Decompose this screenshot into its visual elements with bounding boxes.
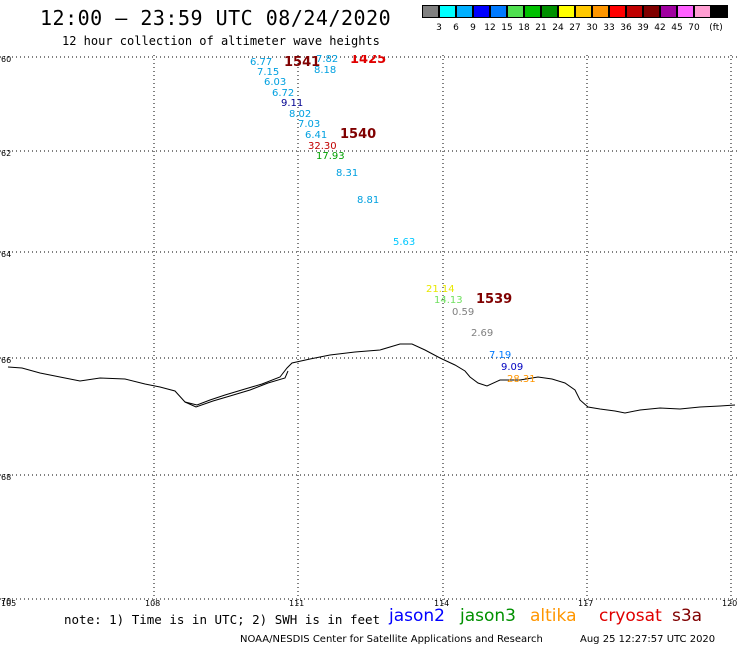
lon-label: 111 [289,599,304,607]
swh-value: 8.31 [336,168,358,179]
scale-swatch [575,5,592,18]
scale-label: 12 [484,23,496,33]
scale-label: 33 [603,23,615,33]
scale-swatch [677,5,694,18]
scale-label: 9 [470,23,476,33]
satellite-legend-cryosat: cryosat [599,606,662,626]
swh-value: 2.69 [471,328,493,339]
scale-label: 45 [671,23,683,33]
swh-value: 7.82 [316,55,338,65]
scale-label: 39 [637,23,649,33]
coastline [7,343,736,414]
lon-label: 105 [1,599,16,607]
scale-swatch [609,5,626,18]
swh-value: 6.03 [264,77,286,88]
scale-swatch [507,5,524,18]
swh-value: 17.93 [316,151,345,162]
footnote: note: 1) Time is in UTC; 2) SWH is in fe… [64,612,381,627]
scale-label: 30 [586,23,598,33]
scale-unit: (ft) [709,23,723,33]
swh-value: 8.02 [289,109,311,120]
swh-value: 14.13 [434,295,463,306]
boundary-line [184,370,289,408]
scale-label: 42 [654,23,666,33]
lon-label: 114 [434,599,449,607]
swh-value: 6.77 [250,57,272,68]
scale-label: 36 [620,23,632,33]
swh-value: 7.15 [257,67,279,78]
pass-time-label: 1541 [284,55,320,70]
swh-value: 7.03 [298,119,320,130]
scale-swatch [643,5,660,18]
scale-label: 3 [436,23,442,33]
generated-timestamp: Aug 25 12:27:57 UTC 2020 [580,634,716,645]
lat-label: 68 [1,473,11,482]
lat-label: 70 [1,597,11,606]
swh-value: 21.14 [426,284,455,295]
swh-value: 32.30 [308,141,337,152]
scale-label: 24 [552,23,564,33]
swh-value: 5.63 [393,237,415,248]
swh-value: 8.81 [357,195,379,206]
pass-time-label: 1425 [350,55,386,67]
map-subtitle: 12 hour collection of altimeter wave hei… [62,34,380,48]
pass-time-label: 1539 [476,292,512,307]
lat-label: 64 [1,250,11,259]
scale-swatch [558,5,575,18]
swh-value: 9.11 [281,98,303,109]
scale-label: 70 [688,23,700,33]
swh-value: 7.19 [489,350,511,361]
scale-swatch [660,5,677,18]
swh-value: 0.59 [452,307,474,318]
scale-swatch [490,5,507,18]
scale-swatch [711,5,728,18]
satellite-legend-altika: altika [530,606,577,626]
map-title: 12:00 – 23:59 UTC 08/24/2020 [40,6,392,30]
scale-label: 27 [569,23,581,33]
credit-text: NOAA/NESDIS Center for Satellite Applica… [240,634,543,645]
scale-swatch [524,5,541,18]
satellite-legend-jason3: jason3 [460,606,516,626]
lon-label: 120 [722,599,737,607]
scale-swatch [456,5,473,18]
scale-label: 6 [453,23,459,33]
scale-swatch [439,5,456,18]
swh-value: 6.41 [305,130,327,141]
lon-label: 117 [578,599,593,607]
scale-swatch [473,5,490,18]
swh-value: 6.72 [272,88,294,99]
scale-swatch [626,5,643,18]
lat-label: 60 [1,55,11,64]
swh-value: 9.09 [501,362,523,373]
scale-label: 21 [535,23,547,33]
lat-label: 66 [1,356,11,365]
lon-label: 108 [145,599,160,607]
scale-swatch [541,5,558,18]
scale-swatch [422,5,439,18]
scale-label: 15 [501,23,513,33]
scale-swatch [592,5,609,18]
pass-time-label: 1540 [340,127,376,142]
swh-value: 28.31 [507,374,536,385]
scale-label: 18 [518,23,530,33]
satellite-legend-jason2: jason2 [389,606,445,626]
satellite-legend-s3a: s3a [672,606,703,626]
swh-value: 8.18 [314,65,336,76]
scale-swatch [694,5,711,18]
lat-label: 62 [1,149,11,158]
